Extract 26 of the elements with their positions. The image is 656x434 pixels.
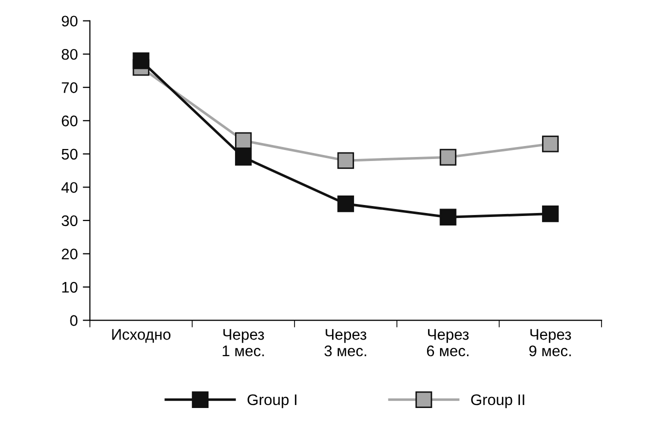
y-tick-label: 60 (62, 116, 78, 126)
point (542, 136, 559, 152)
point (440, 148, 456, 166)
point (235, 132, 252, 149)
point (337, 196, 354, 212)
x-tick-label: Через 6 мес. (427, 329, 469, 356)
legend-label: Group I (248, 394, 296, 408)
point (440, 208, 456, 226)
y-tick-label: 40 (61, 182, 78, 193)
y-tick-label: 0 (70, 315, 78, 326)
x-tick-label: Через 3 мес. (324, 329, 366, 356)
point (542, 205, 559, 222)
y-tick-label: 30 (62, 215, 78, 226)
y-tick-label: 90 (62, 16, 78, 27)
y-tick-label: 80 (62, 48, 78, 60)
point (132, 52, 150, 70)
y-tick-label: 70 (62, 82, 78, 94)
y-tick-label: 20 (62, 248, 78, 260)
x-tick-label: Исходно (112, 329, 170, 343)
point (235, 148, 252, 166)
point (337, 152, 354, 169)
y-tick-label: 50 (62, 148, 78, 160)
legend-label: Group II (471, 394, 524, 408)
x-tick-label: Через 1 мес. (222, 329, 264, 356)
y-tick-label: 10 (62, 282, 78, 293)
x-tick-label: Через 9 мес. (529, 329, 571, 356)
